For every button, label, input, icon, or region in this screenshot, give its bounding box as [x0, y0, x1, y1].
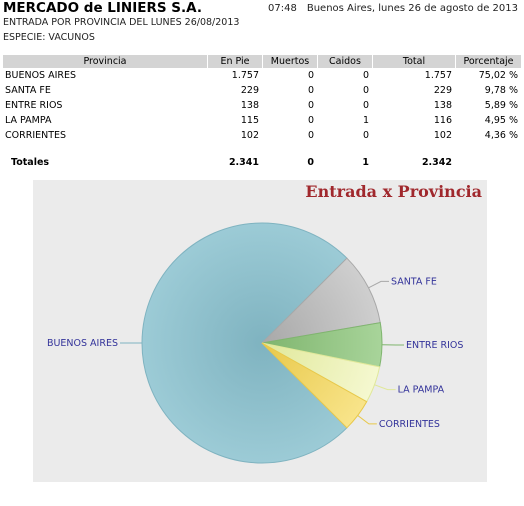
cell-muertos: 0	[307, 70, 314, 81]
pie-leader-la-pampa	[374, 384, 396, 391]
cell-provincia: CORRIENTES	[5, 130, 67, 141]
totals-en-pie: 2.341	[228, 156, 259, 168]
col-header-total: Total	[373, 55, 455, 68]
cell-muertos: 0	[307, 115, 314, 126]
cell-caidos: 0	[362, 85, 369, 96]
cell-provincia: SANTA FE	[5, 85, 51, 96]
totals-label: Totales	[11, 156, 50, 168]
table-row: CORRIENTES 102 0 0 102 4,36 %	[3, 128, 521, 143]
pie-chart-panel: Entrada x Provincia BUENOS AIRES SANTA FE…	[33, 180, 487, 482]
pie-label-buenos-aires: BUENOS AIRES	[47, 338, 118, 349]
cell-caidos: 0	[362, 100, 369, 111]
cell-total: 229	[433, 85, 452, 96]
cell-caidos: 0	[362, 130, 369, 141]
table-row: LA PAMPA 115 0 1 116 4,95 %	[3, 113, 521, 128]
table-row: BUENOS AIRES 1.757 0 0 1.757 75,02 %	[3, 68, 521, 83]
table-row: SANTA FE 229 0 0 229 9,78 %	[3, 83, 521, 98]
cell-caidos: 0	[362, 70, 369, 81]
pie-label-santa-fe: SANTA FE	[391, 276, 437, 287]
cell-total: 116	[433, 115, 452, 126]
col-header-en-pie: En Pie	[208, 55, 262, 68]
cell-porcentaje: 4,95 %	[484, 115, 518, 126]
totals-caidos: 1	[362, 156, 369, 168]
header-date: Buenos Aires, lunes 26 de agosto de 2013	[306, 3, 518, 14]
totals-porcentaje	[456, 143, 521, 171]
cell-provincia: ENTRE RIOS	[5, 100, 63, 111]
table-row: ENTRE RIOS 138 0 0 138 5,89 %	[3, 98, 521, 113]
chart-title: Entrada x Provincia	[305, 182, 482, 201]
totals-muertos: 0	[307, 156, 314, 168]
cell-provincia: BUENOS AIRES	[5, 70, 77, 81]
pie-slice-buenos-aires	[141, 222, 348, 464]
province-table: Provincia En Pie Muertos Caidos Total Po…	[2, 55, 522, 171]
col-header-porcentaje: Porcentaje	[456, 55, 521, 68]
cell-muertos: 0	[307, 85, 314, 96]
cell-caidos: 1	[362, 115, 369, 126]
table-header-row: Provincia En Pie Muertos Caidos Total Po…	[3, 55, 521, 68]
header-time: 07:48	[268, 3, 297, 14]
cell-muertos: 0	[307, 130, 314, 141]
cell-en-pie: 102	[240, 130, 259, 141]
header-datetime: 07:48 Buenos Aires, lunes 26 de agosto de…	[268, 3, 518, 14]
totals-total: 2.342	[421, 156, 452, 168]
cell-total: 1.757	[424, 70, 452, 81]
col-header-provincia: Provincia	[3, 55, 207, 68]
pie-label-corrientes: CORRIENTES	[379, 419, 440, 430]
pie-chart: BUENOS AIRES SANTA FE ENTRE RIOS LA PAMPA CO…	[47, 222, 463, 464]
cell-en-pie: 1.757	[231, 70, 259, 81]
cell-en-pie: 115	[240, 115, 259, 126]
pie-leader-santa-fe	[368, 280, 390, 289]
cell-porcentaje: 4,36 %	[484, 130, 518, 141]
cell-porcentaje: 5,89 %	[484, 100, 518, 111]
pie-leader-corrientes	[357, 415, 377, 425]
report-subtitle: ENTRADA POR PROVINCIA DEL LUNES 26/08/20…	[3, 17, 240, 28]
pie-slice-santa-fe	[260, 257, 381, 344]
species-label: ESPECIE: VACUNOS	[3, 32, 95, 43]
col-header-caidos: Caidos	[318, 55, 372, 68]
cell-porcentaje: 75,02 %	[478, 70, 518, 81]
cell-en-pie: 138	[240, 100, 259, 111]
cell-total: 102	[433, 130, 452, 141]
cell-porcentaje: 9,78 %	[484, 85, 518, 96]
pie-label-entre-rios: ENTRE RIOS	[406, 340, 463, 351]
cell-provincia: LA PAMPA	[5, 115, 52, 126]
col-header-muertos: Muertos	[263, 55, 317, 68]
totals-row: Totales 2.341 0 1 2.342	[3, 143, 521, 171]
header-title: MERCADO de LINIERS S.A.	[3, 0, 202, 16]
cell-total: 138	[433, 100, 452, 111]
cell-muertos: 0	[307, 100, 314, 111]
pie-label-la-pampa: LA PAMPA	[398, 385, 445, 396]
cell-en-pie: 229	[240, 85, 259, 96]
